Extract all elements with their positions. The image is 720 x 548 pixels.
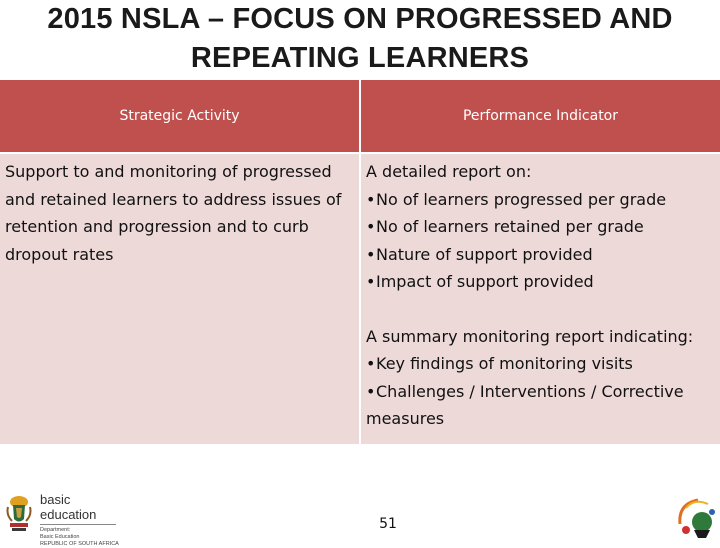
bullet-glyph: • (366, 354, 376, 373)
logo-divider (40, 524, 116, 525)
logo-name: basic education (40, 492, 97, 522)
bullet-glyph: • (366, 381, 376, 401)
indicator-intro: A detailed report on: (366, 162, 532, 181)
logo-sub-line: Department: (40, 527, 71, 533)
activity-line: dropout rates (5, 244, 114, 264)
list-item: •No of learners retained per grade (366, 213, 716, 241)
bullet-glyph: • (366, 272, 376, 291)
title-line-2: REPEATING LEARNERS (190, 42, 530, 74)
list-item-text: No of learners progressed per grade (376, 189, 667, 209)
page-number: 51 (379, 516, 397, 532)
list-item: •Challenges / Interventions / Corrective (366, 378, 716, 406)
logo-sub-line: REPUBLIC OF SOUTH AFRICA (40, 541, 119, 547)
table-header-row: Strategic Activity Performance Indicator (0, 80, 720, 152)
list-item: •Nature of support provided (366, 241, 716, 269)
anniversary-badge-icon (678, 498, 715, 538)
list-item-continuation: measures (366, 409, 445, 428)
bullet-glyph: • (366, 189, 376, 209)
activity-line: and retained learners to address issues … (5, 189, 342, 209)
list-item-text: Nature of support provided (376, 244, 593, 264)
table-row: Support to and monitoring of progressed … (0, 154, 720, 444)
header-strategic-activity: Strategic Activity (0, 80, 359, 152)
indicator-intro: A summary monitoring report indicating: (366, 326, 694, 346)
list-item-text: Challenges / Interventions / Corrective (376, 381, 684, 401)
list-item-text: No of learners retained per grade (376, 217, 644, 236)
slide-title: 2015 NSLA – FOCUS ON PROGRESSED AND REPE… (0, 0, 720, 78)
cell-strategic-activity: Support to and monitoring of progressed … (0, 154, 359, 444)
list-item-text: Impact of support provided (376, 272, 594, 291)
list-item: •Impact of support provided (366, 268, 716, 296)
activity-line: retention and progression and to curb (5, 217, 309, 236)
bullet-glyph: • (366, 244, 376, 264)
paragraph-gap (366, 296, 716, 323)
activity-line: Support to and monitoring of progressed (5, 162, 332, 181)
list-item-text: Key findings of monitoring visits (376, 354, 633, 373)
coat-of-arms-icon (6, 496, 32, 531)
logo-sub-line: Basic Education (40, 534, 80, 540)
title-line-1: 2015 NSLA – FOCUS ON PROGRESSED AND (47, 3, 673, 35)
bullet-glyph: • (366, 217, 376, 236)
list-item: •Key findings of monitoring visits (366, 350, 716, 378)
header-performance-indicator: Performance Indicator (361, 80, 720, 152)
department-logo: basic education Department: Basic Educat… (2, 490, 122, 547)
cell-performance-indicator: A detailed report on: •No of learners pr… (361, 154, 720, 444)
list-item: •No of learners progressed per grade (366, 186, 716, 214)
